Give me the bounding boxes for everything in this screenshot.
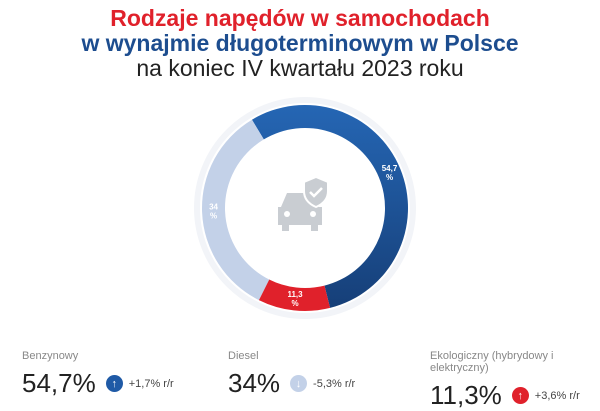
arrow-down-icon: ↓ <box>290 375 308 392</box>
stat-value: 11,3% <box>430 380 502 410</box>
arrow-up-icon: ↑ <box>105 375 123 392</box>
data-label: % <box>291 299 298 308</box>
donut-chart: 54,7%11,3%34% <box>194 97 416 319</box>
arrow-up-icon: ↑ <box>511 387 529 404</box>
title-line-1: Rodzaje napędów w samochodach <box>110 5 490 31</box>
title-line-3: na koniec IV kwartału 2023 roku <box>136 55 464 81</box>
stat-label: Diesel <box>228 350 259 362</box>
stat-change: -5,3% r/r <box>313 377 356 390</box>
donut-shadow <box>194 97 416 319</box>
slice-benzynowy <box>251 105 408 308</box>
stat-change: +1,7% r/r <box>128 377 174 390</box>
stat-change: +3,6% r/r <box>534 389 580 402</box>
slice-ekologiczny <box>258 279 331 311</box>
stat-label: Ekologiczny (hybrydowy i elektryczny) <box>430 350 554 374</box>
slice-diesel <box>201 119 270 301</box>
car-shield-check-icon <box>278 175 329 231</box>
data-label: 11,3 <box>287 290 303 299</box>
stat-value: 54,7% <box>22 368 96 398</box>
title-line-2: w wynajmie długoterminowym w Polsce <box>81 30 519 56</box>
data-label: 34 <box>209 203 218 212</box>
data-label: % <box>210 212 217 221</box>
data-label: 54,7 <box>382 164 398 173</box>
stat-ekologiczny: Ekologiczny (hybrydowy i elektryczny) 11… <box>430 350 600 411</box>
data-label: % <box>386 173 393 182</box>
stat-label: Benzynowy <box>22 350 79 362</box>
stat-value: 34% <box>228 368 281 398</box>
stat-benzynowy: Benzynowy 54,7% ↑ +1,7% r/r <box>22 350 174 399</box>
stat-diesel: Diesel 34% ↓ -5,3% r/r <box>228 350 355 399</box>
